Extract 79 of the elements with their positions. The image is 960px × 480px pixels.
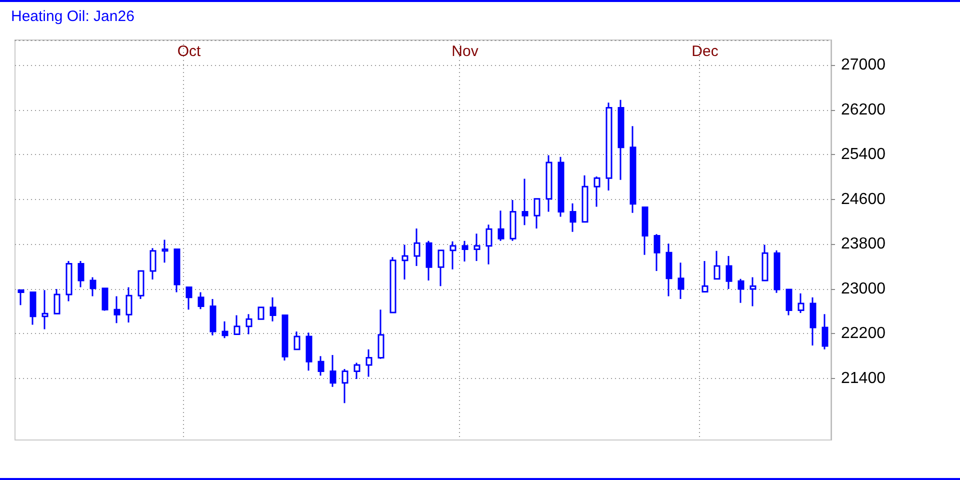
candlestick: [294, 330, 300, 350]
candlestick: [54, 288, 60, 314]
candlestick: [30, 292, 36, 326]
candlestick: [726, 255, 732, 290]
candlestick: [414, 228, 420, 267]
candlestick: [90, 276, 96, 297]
candlestick: [786, 288, 792, 316]
candlestick: [258, 306, 264, 320]
y-tick-label: 25400: [841, 146, 886, 164]
candlestick: [222, 320, 228, 339]
candlestick: [474, 232, 480, 262]
candlestick: [246, 313, 252, 336]
candlestick: [450, 240, 456, 270]
candlestick: [306, 332, 312, 372]
candlestick: [738, 278, 744, 304]
candlestick: [78, 260, 84, 288]
candlestick: [618, 99, 624, 181]
candlestick: [678, 262, 684, 300]
candlestick: [438, 250, 444, 287]
candlestick: [486, 224, 492, 266]
candlestick: [594, 176, 600, 208]
candlestick: [318, 355, 324, 376]
chart-title: Heating Oil: Jan26: [11, 8, 134, 25]
candlestick: [150, 247, 156, 280]
candlestick: [798, 292, 804, 314]
candlestick: [354, 362, 360, 380]
x-tick-label: Dec: [692, 43, 719, 60]
candlestick: [762, 244, 768, 282]
x-tick-label: Oct: [177, 43, 202, 60]
candlestick: [582, 174, 588, 224]
candlestick: [462, 240, 468, 262]
x-tick-label: Nov: [452, 43, 479, 60]
candlestick: [822, 313, 828, 350]
candlestick: [210, 298, 216, 336]
candlestick: [102, 288, 108, 312]
candlestick: [558, 156, 564, 218]
y-tick-label: 21400: [841, 370, 886, 387]
candlestick: [18, 289, 24, 306]
candlestick: [126, 286, 132, 324]
candlestick: [750, 276, 756, 308]
candlestick: [534, 198, 540, 230]
candlestick: [378, 308, 384, 360]
candlestick: [186, 286, 192, 310]
candlestick: [234, 314, 240, 336]
candlestick: [342, 368, 348, 404]
candlestick: [162, 238, 168, 264]
candlestick: [174, 248, 180, 294]
candlestick: [630, 125, 636, 214]
y-tick-label: 22200: [841, 325, 886, 342]
candlestick: [66, 260, 72, 302]
candlestick: [654, 233, 660, 272]
candlestick: [270, 296, 276, 322]
candlestick: [606, 102, 612, 192]
candlestick: [570, 202, 576, 233]
candlestick: [426, 240, 432, 282]
candlestick: [642, 206, 648, 256]
candlestick: [366, 348, 372, 378]
y-tick-label: 27000: [841, 56, 886, 74]
candlestick: [774, 250, 780, 294]
candlestick: [282, 314, 288, 362]
y-tick-label: 23000: [841, 280, 886, 298]
candlestick: [138, 270, 144, 300]
y-tick-label: 24600: [841, 190, 886, 208]
candlestick: [390, 256, 396, 314]
candlestick: [810, 296, 816, 346]
candlestick: [198, 292, 204, 310]
candlestick: [666, 242, 672, 297]
candlestick: [402, 244, 408, 280]
y-tick-label: 26200: [841, 101, 886, 118]
candlestick: [498, 210, 504, 242]
candlestick: [114, 295, 120, 324]
candlestick: [546, 154, 552, 212]
candlestick: [510, 199, 516, 242]
candlestick: [42, 289, 48, 330]
candlestick: [522, 178, 528, 226]
candlestick: [330, 354, 336, 388]
y-tick-label: 23800: [841, 236, 886, 253]
candlestick: [702, 260, 708, 292]
candlestick: [714, 250, 720, 280]
